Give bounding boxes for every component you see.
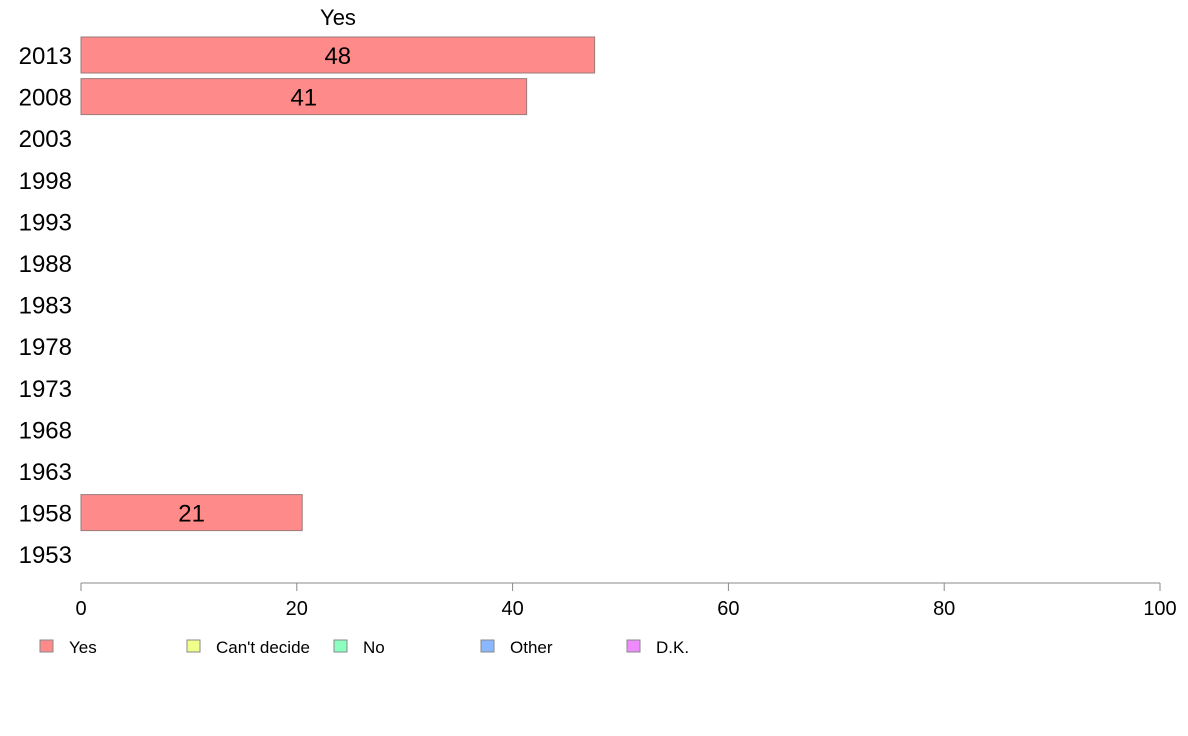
x-tick-label-80: 80 — [933, 598, 955, 620]
category-label-1963: 1963 — [19, 459, 72, 486]
category-label-1978: 1978 — [19, 334, 72, 361]
legend-item-no: No — [333, 638, 385, 657]
series-title: Yes — [320, 5, 356, 30]
legend-label-yes: Yes — [69, 638, 97, 657]
legend-label-can-t-decide: Can't decide — [216, 638, 310, 657]
bars: 48 41 21 — [80, 36, 596, 532]
category-labels: 2013 2008 2003 1998 1993 1988 1983 1978 1973 1968… — [19, 43, 72, 569]
bar-2013 — [80, 36, 596, 74]
legend-swatch-other — [480, 639, 495, 653]
x-tick-label-60: 60 — [717, 598, 739, 620]
x-tick-label-100: 100 — [1143, 598, 1176, 620]
category-label-1968: 1968 — [19, 417, 72, 444]
x-tick-label-40: 40 — [501, 598, 523, 620]
legend-swatch-yes — [39, 639, 54, 653]
category-label-1983: 1983 — [19, 293, 72, 320]
legend-item-yes: Yes — [39, 638, 97, 657]
category-label-1953: 1953 — [19, 542, 72, 569]
legend-swatch-d-k — [626, 639, 641, 653]
x-tick-label-0: 0 — [75, 598, 86, 620]
category-label-1998: 1998 — [19, 168, 72, 195]
x-axis: 0 20 40 60 80 100 — [75, 582, 1177, 620]
legend-label-d-k: D.K. — [656, 638, 689, 657]
category-label-2003: 2003 — [19, 126, 72, 153]
legend-swatch-can-t-decide — [186, 639, 201, 653]
legend-label-other: Other — [510, 638, 553, 657]
category-label-1993: 1993 — [19, 209, 72, 236]
data-label-1958: 21 — [178, 501, 205, 528]
category-label-2013: 2013 — [19, 43, 72, 70]
data-label-2013: 48 — [324, 43, 351, 70]
legend: Yes Can't decide No Other D.K. — [39, 638, 689, 657]
series-title-layer: Yes — [320, 5, 356, 30]
legend-label-no: No — [363, 638, 385, 657]
data-label-2008: 41 — [290, 85, 317, 112]
bar-1958 — [80, 494, 303, 532]
category-label-1958: 1958 — [19, 501, 72, 528]
category-label-1988: 1988 — [19, 251, 72, 278]
bar-2008 — [80, 78, 528, 116]
legend-item-d-k: D.K. — [626, 638, 689, 657]
legend-swatch-no — [333, 639, 348, 653]
legend-item-other: Other — [480, 638, 553, 657]
x-tick-label-20: 20 — [286, 598, 308, 620]
legend-item-can-t-decide: Can't decide — [186, 638, 310, 657]
category-label-1973: 1973 — [19, 376, 72, 403]
category-label-2008: 2008 — [19, 85, 72, 112]
